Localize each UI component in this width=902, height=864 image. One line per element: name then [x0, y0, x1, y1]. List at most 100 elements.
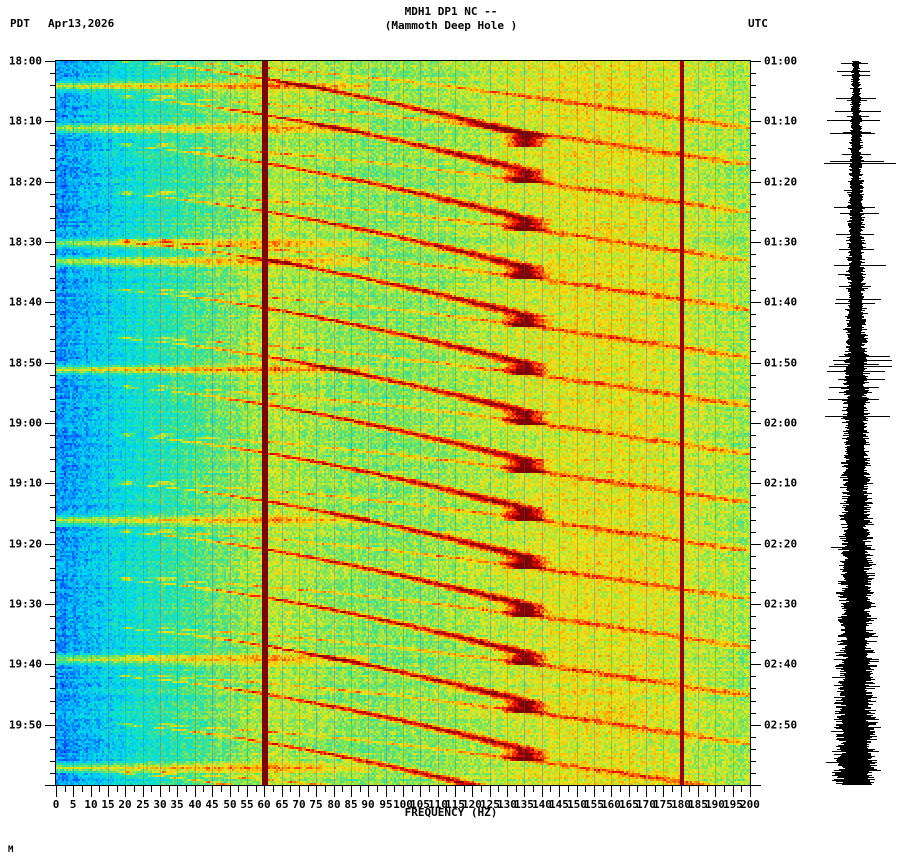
tick-left [50, 459, 56, 460]
tick-right [750, 749, 756, 750]
time-label-local: 18:00 [8, 54, 42, 68]
tick-left [50, 145, 56, 146]
tick-frequency [221, 786, 222, 792]
frequency-label: 75 [309, 798, 323, 811]
tick-left [50, 230, 56, 231]
frequency-label: 155 [584, 798, 604, 811]
tick-frequency [256, 786, 257, 792]
tick-frequency [368, 786, 369, 797]
tick-frequency [316, 786, 317, 797]
time-label-utc: 01:50 [764, 356, 798, 370]
tick-left [50, 520, 56, 521]
tick-frequency [230, 786, 231, 797]
station-subtitle: (Mammoth Deep Hole ) [384, 19, 518, 32]
tick-left [50, 737, 56, 738]
tick-left [50, 170, 56, 171]
spectrogram-plot[interactable] [56, 61, 750, 785]
frequency-label: 140 [532, 798, 552, 811]
tick-right [750, 652, 756, 653]
frequency-label: 60 [257, 798, 271, 811]
tick-right [750, 483, 761, 484]
tick-frequency [438, 786, 439, 797]
tick-right [750, 688, 756, 689]
tick-frequency [620, 786, 621, 792]
tick-left [50, 218, 56, 219]
tick-frequency [308, 786, 309, 792]
tick-left [50, 326, 56, 327]
tick-right [750, 592, 756, 593]
tick-left [50, 507, 56, 508]
frequency-label: 190 [705, 798, 725, 811]
tick-left [50, 351, 56, 352]
frequency-label: 35 [170, 798, 184, 811]
tick-frequency [646, 786, 647, 797]
tick-left [50, 495, 56, 496]
tick-frequency [533, 786, 534, 792]
tick-left [50, 314, 56, 315]
spectrogram-image[interactable] [56, 61, 750, 785]
tick-frequency [490, 786, 491, 797]
tick-right [750, 314, 756, 315]
frequency-label: 175 [653, 798, 673, 811]
tick-frequency [689, 786, 690, 792]
time-label-local: 18:10 [8, 114, 42, 128]
frequency-label: 85 [344, 798, 358, 811]
time-axis-utc: 01:00 01:10 01:20 01:30 01:40 01:50 02:00 02:10… [750, 55, 902, 786]
tick-frequency [577, 786, 578, 797]
tick-left [50, 688, 56, 689]
tick-frequency [177, 786, 178, 797]
tick-frequency [377, 786, 378, 792]
tick-left [50, 556, 56, 557]
tick-frequency [550, 786, 551, 792]
tick-frequency [507, 786, 508, 797]
tick-frequency [325, 786, 326, 792]
tick-right [750, 73, 756, 74]
tick-frequency [160, 786, 161, 797]
tick-left [50, 580, 56, 581]
tick-frequency [82, 786, 83, 792]
frequency-label: 110 [428, 798, 448, 811]
frequency-label: 90 [361, 798, 375, 811]
tick-frequency [715, 786, 716, 797]
tick-left [50, 761, 56, 762]
tick-frequency [238, 786, 239, 792]
tick-frequency [125, 786, 126, 797]
tick-right [750, 133, 756, 134]
tick-right [750, 568, 756, 569]
tick-frequency [386, 786, 387, 797]
date-label: Apr13,2026 [48, 17, 115, 30]
tick-frequency [481, 786, 482, 792]
tick-left [45, 544, 56, 545]
frequency-label: 185 [688, 798, 708, 811]
time-axis-local: 18:00 18:10 18:20 18:30 18:40 18:50 19:00 19:10… [0, 55, 56, 786]
tick-frequency [264, 786, 265, 797]
tick-left [45, 121, 56, 122]
tick-right [750, 182, 761, 183]
frequency-label: 65 [275, 798, 289, 811]
time-label-local: 18:20 [8, 175, 42, 189]
time-label-utc: 02:00 [764, 416, 798, 430]
tick-left [50, 652, 56, 653]
time-label-utc: 02:10 [764, 476, 798, 490]
tick-right [750, 435, 756, 436]
tick-left [45, 604, 56, 605]
tick-right [750, 459, 756, 460]
tick-frequency [403, 786, 404, 797]
tick-frequency [568, 786, 569, 792]
tick-frequency [56, 786, 57, 797]
tick-left [50, 640, 56, 641]
time-label-local: 18:50 [8, 356, 42, 370]
tick-frequency [524, 786, 525, 797]
tick-frequency [360, 786, 361, 792]
tick-left [50, 713, 56, 714]
tick-left [50, 206, 56, 207]
tick-right [750, 278, 756, 279]
frequency-label: 5 [69, 798, 77, 811]
tick-left [45, 664, 56, 665]
tick-frequency [342, 786, 343, 792]
tick-frequency [299, 786, 300, 797]
tick-frequency [611, 786, 612, 797]
tick-right [750, 363, 761, 364]
tick-frequency [247, 786, 248, 797]
tick-left [50, 411, 56, 412]
